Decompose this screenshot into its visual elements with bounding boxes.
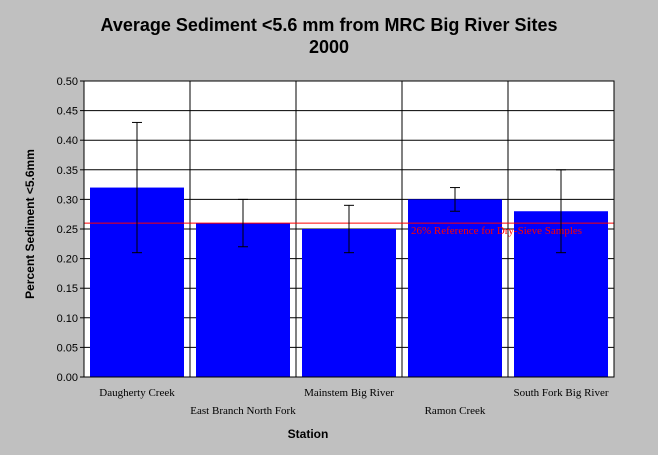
bar [408,199,502,377]
y-tick-label: 0.00 [57,372,78,384]
x-category-label: Daugherty Creek [99,387,175,399]
plot-border [83,80,615,378]
x-axis-label: Station [287,427,329,441]
y-tick-label: 0.45 [57,106,78,118]
chart-title-line-1: Average Sediment <5.6 mm from MRC Big Ri… [100,15,558,35]
y-tick-label: 0.50 [57,76,78,88]
y-tick-label: 0.25 [57,224,78,236]
y-tick-label: 0.15 [57,283,78,295]
x-axis-label-container: Station [0,427,658,441]
y-tick-label: 0.35 [57,165,78,177]
x-category-label: Ramon Creek [425,405,486,417]
x-category-label: East Branch North Fork [190,405,296,417]
x-category-label: South Fork Big River [513,387,608,399]
chart-title: Average Sediment <5.6 mm from MRC Big Ri… [0,14,658,58]
reference-line-label: 26% Reference for Dry-Sieve Samples [411,225,582,237]
y-tick-label: 0.05 [57,342,78,354]
bar [302,229,396,377]
y-tick-label: 0.30 [57,194,78,206]
bar [196,223,290,377]
y-tick-label: 0.20 [57,254,78,266]
x-category-label: Mainstem Big River [304,387,394,399]
y-tick-label: 0.40 [57,135,78,147]
chart-title-line-2: 2000 [308,37,350,57]
y-tick-label: 0.10 [57,313,78,325]
